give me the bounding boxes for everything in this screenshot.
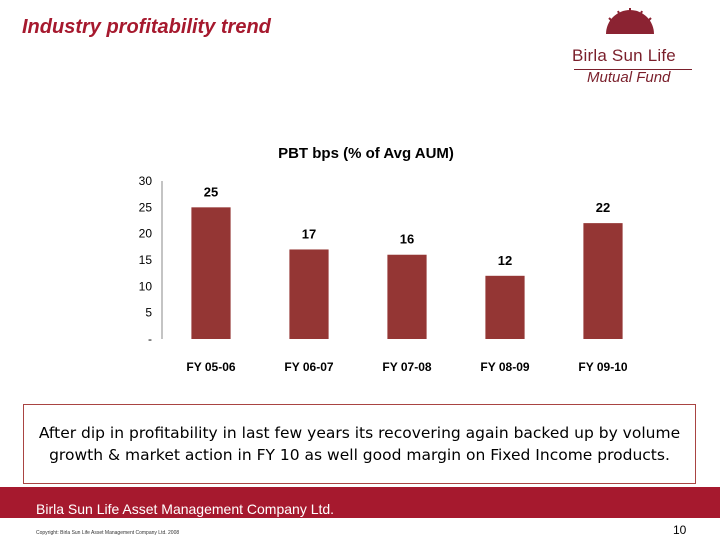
y-tick-label: 20 — [139, 227, 153, 241]
logo-divider — [574, 69, 692, 70]
footer-divider — [0, 518, 720, 519]
x-category-label: FY 08-09 — [480, 360, 529, 374]
y-tick-label: 15 — [139, 253, 153, 267]
bar-fy-08-09 — [485, 275, 525, 339]
x-category-label: FY 07-08 — [382, 360, 431, 374]
commentary-box: After dip in profitability in last few y… — [23, 404, 696, 484]
bar-value-label: 16 — [400, 232, 414, 247]
chart-title: PBT bps (% of Avg AUM) — [278, 145, 454, 162]
slide-title: Industry profitability trend — [22, 16, 271, 38]
bar-fy-06-07 — [289, 249, 329, 339]
bar-fy-09-10 — [583, 223, 623, 339]
y-tick-label: 30 — [139, 174, 153, 188]
logo-text-mutual-fund: Mutual Fund — [587, 69, 671, 86]
x-category-label: FY 09-10 — [578, 360, 627, 374]
logo-text-birla-sun-life: Birla Sun Life — [572, 46, 676, 65]
footer-company-name: Birla Sun Life Asset Management Company … — [36, 501, 335, 517]
bar-value-label: 12 — [498, 253, 512, 268]
x-category-label: FY 05-06 — [186, 360, 235, 374]
y-tick-label: 25 — [139, 200, 153, 214]
x-category-label: FY 06-07 — [284, 360, 333, 374]
bar-fy-07-08 — [387, 254, 427, 339]
footer-bottom-strip — [0, 519, 720, 540]
footer-bar: Birla Sun Life Asset Management Company … — [0, 487, 720, 540]
y-tick-label: 10 — [139, 279, 153, 293]
bar-value-label: 25 — [204, 184, 218, 199]
page-number: 10 — [673, 523, 687, 537]
birla-sun-logo-icon — [604, 8, 656, 38]
pbt-bar-chart: PBT bps (% of Avg AUM) - 5 10 15 20 25 30 25 17… — [139, 145, 628, 374]
bar-value-label: 22 — [596, 200, 610, 215]
y-tick-label: - — [148, 332, 152, 346]
commentary-text: After dip in profitability in last few y… — [38, 424, 681, 464]
bar-value-label: 17 — [302, 226, 316, 241]
bar-fy-05-06 — [191, 207, 231, 339]
copyright-text: Copyright: Birla Sun Life Asset Manageme… — [36, 530, 180, 536]
y-tick-label: 5 — [145, 306, 152, 320]
